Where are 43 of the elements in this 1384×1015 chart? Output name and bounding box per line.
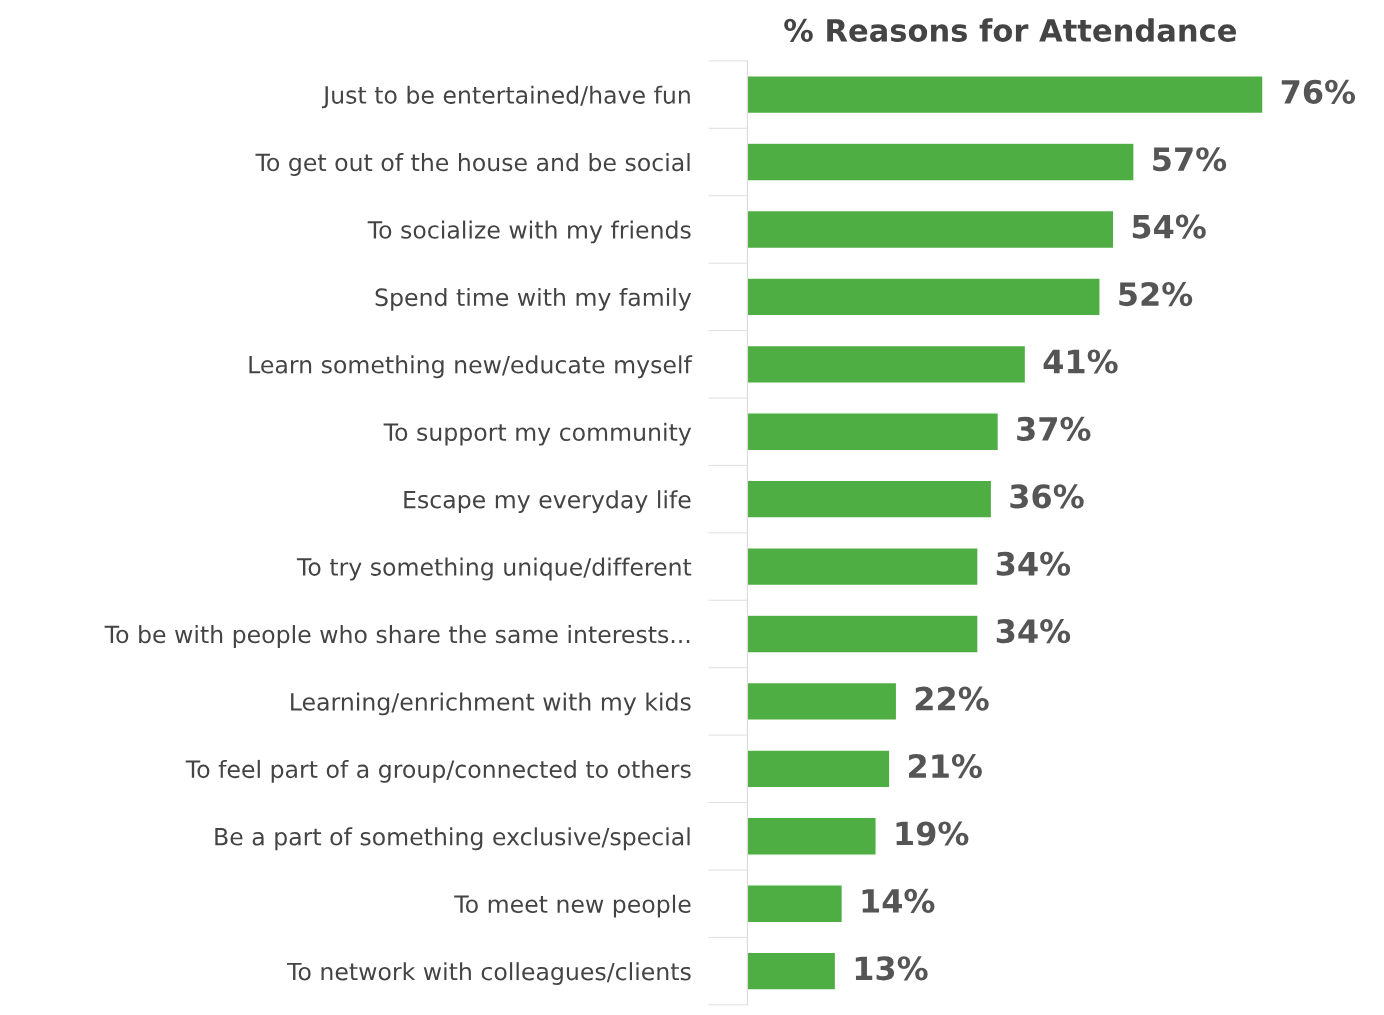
y-tick-label: To get out of the house and be social [255, 153, 690, 176]
y-tick-label: Just to be entertained/have fun [321, 85, 690, 109]
data-label: 52% [1119, 281, 1193, 307]
data-label: 19% [896, 821, 969, 846]
bar [747, 412, 1000, 452]
y-tick-label: To socialize with my friends [367, 220, 691, 244]
data-label: 57% [1153, 147, 1227, 172]
bar [747, 749, 891, 789]
y-tick-label: To network with colleagues/clients [286, 962, 691, 986]
data-label: 13% [855, 956, 928, 981]
data-label: 34% [996, 551, 1071, 576]
bar [747, 614, 979, 654]
bar [747, 344, 1027, 384]
data-label: 21% [909, 753, 982, 779]
y-tick-label: Learn something new/educate myself [249, 355, 693, 379]
data-label: 36% [1010, 484, 1084, 509]
y-tick-label: To feel part of a group/connected to others [185, 759, 691, 783]
bar [747, 547, 979, 587]
bar [747, 681, 898, 722]
data-label: 41% [1043, 349, 1118, 374]
data-label: 76% [1281, 79, 1356, 104]
bar [747, 209, 1115, 250]
chart-title: % Reasons for Attendance [784, 18, 1236, 42]
bar [747, 479, 993, 519]
y-tick-label: To try something unique/different [296, 557, 692, 581]
y-tick-label: Spend time with my family [375, 287, 692, 311]
bar [747, 816, 877, 856]
data-label: 34% [996, 619, 1071, 644]
data-label: 22% [915, 686, 989, 711]
data-label: 37% [1017, 416, 1091, 442]
bar [747, 277, 1101, 317]
y-tick-label: To support my community [383, 422, 692, 446]
y-tick-label: Learning/enrichment with my kids [291, 692, 691, 716]
y-tick-label: Be a part of something exclusive/special [215, 827, 690, 851]
y-tick-label: To meet new people [454, 894, 691, 918]
y-tick-label: To be with people who share the same interests... [104, 625, 690, 648]
bar [747, 884, 844, 924]
bar [747, 951, 837, 991]
bar [747, 75, 1264, 115]
bar [747, 142, 1135, 182]
data-label: 54% [1132, 214, 1206, 239]
data-label: 14% [862, 888, 935, 913]
y-tick-label: Escape my everyday life [404, 490, 691, 514]
